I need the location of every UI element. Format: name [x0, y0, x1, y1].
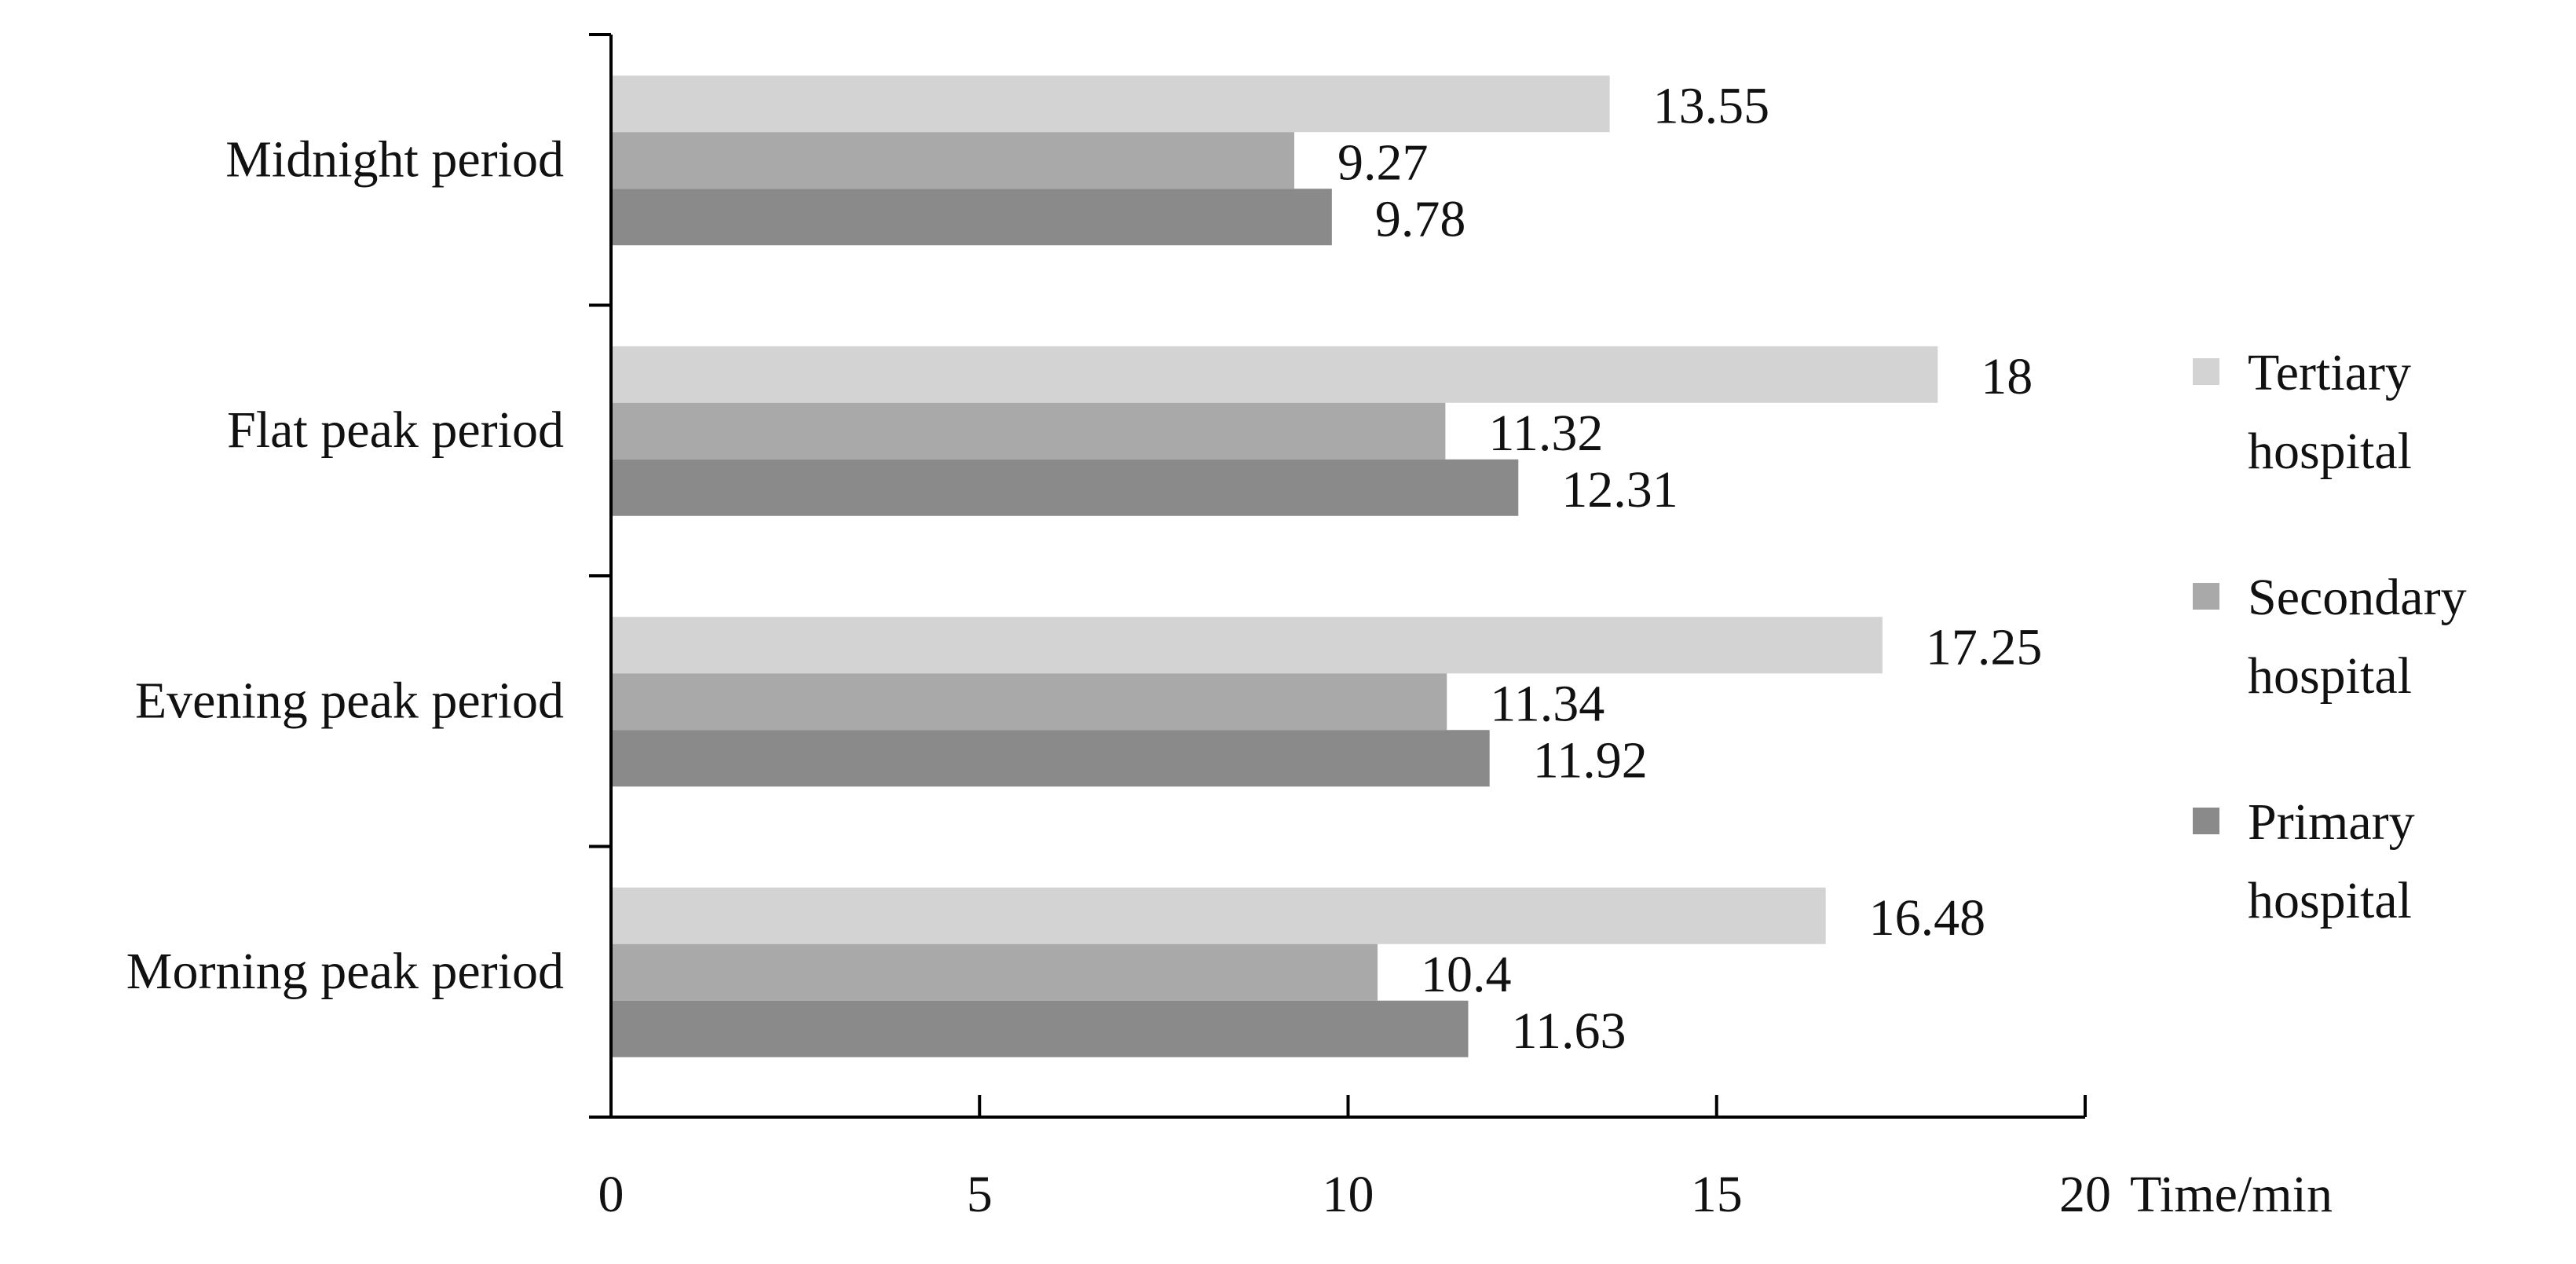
- bar-morning-peak-period-secondary-hospital: [611, 943, 1378, 1001]
- data-label-flat-peak-period-secondary-hospital: 11.32: [1488, 405, 1603, 462]
- data-label-morning-peak-period-primary-hospital: 11.63: [1511, 1002, 1626, 1060]
- legend-label-primary-hospital-line-1: Primary: [2248, 793, 2415, 851]
- category-label-midnight-period: Midnight period: [225, 130, 564, 188]
- data-label-evening-peak-period-tertiary-hospital: 17.25: [1926, 618, 2043, 676]
- bar-flat-peak-period-tertiary-hospital: [611, 346, 1938, 403]
- data-label-morning-peak-period-tertiary-hospital: 16.48: [1869, 889, 1986, 947]
- legend-label-tertiary-hospital-line-1: Tertiary: [2248, 344, 2411, 401]
- bar-morning-peak-period-tertiary-hospital: [611, 887, 1826, 944]
- data-label-evening-peak-period-primary-hospital: 11.92: [1533, 731, 1648, 789]
- bar-flat-peak-period-secondary-hospital: [611, 402, 1446, 460]
- bar-midnight-period-primary-hospital: [611, 189, 1332, 246]
- category-label-evening-peak-period: Evening peak period: [135, 672, 564, 729]
- legend-swatch-primary-hospital: [2193, 808, 2219, 834]
- x-axis-label: Time/min: [2130, 1166, 2333, 1223]
- data-label-flat-peak-period-primary-hospital: 12.31: [1561, 461, 1678, 518]
- axes-layer: Midnight period Flat peak period Evening p…: [126, 33, 2333, 1223]
- category-label-morning-peak-period: Morning peak period: [126, 943, 564, 1000]
- bar-flat-peak-period-primary-hospital: [611, 459, 1519, 516]
- category-label-flat-peak-period: Flat peak period: [227, 401, 564, 459]
- legend-swatch-secondary-hospital: [2193, 583, 2219, 610]
- bar-morning-peak-period-primary-hospital: [611, 1000, 1469, 1057]
- x-tick-label-10: 10: [1323, 1166, 1374, 1223]
- bar-evening-peak-period-tertiary-hospital: [611, 617, 1883, 674]
- legend-label-tertiary-hospital-line-2: hospital: [2248, 423, 2412, 480]
- bars-layer: [611, 75, 1938, 1057]
- legend-label-secondary-hospital-line-2: hospital: [2248, 647, 2412, 705]
- legend: Tertiary hospital Secondary hospital Primary…: [2193, 344, 2467, 929]
- bar-evening-peak-period-primary-hospital: [611, 730, 1490, 787]
- data-label-midnight-period-primary-hospital: 9.78: [1375, 190, 1466, 247]
- x-tick-label-15: 15: [1691, 1166, 1743, 1223]
- legend-label-primary-hospital-line-2: hospital: [2248, 872, 2412, 929]
- data-label-midnight-period-secondary-hospital: 9.27: [1337, 134, 1429, 191]
- x-tick-label-20: 20: [2059, 1166, 2111, 1223]
- bar-evening-peak-period-secondary-hospital: [611, 673, 1447, 731]
- x-tick-label-5: 5: [967, 1166, 993, 1223]
- x-tick-label-0: 0: [598, 1166, 624, 1223]
- data-label-flat-peak-period-tertiary-hospital: 18: [1981, 348, 2033, 405]
- legend-swatch-tertiary-hospital: [2193, 358, 2219, 385]
- data-label-evening-peak-period-secondary-hospital: 11.34: [1490, 675, 1605, 732]
- data-label-midnight-period-tertiary-hospital: 13.55: [1653, 77, 1770, 134]
- data-label-morning-peak-period-secondary-hospital: 10.4: [1421, 946, 1512, 1003]
- legend-label-secondary-hospital-line-1: Secondary: [2248, 569, 2467, 626]
- bar-midnight-period-tertiary-hospital: [611, 75, 1610, 133]
- bar-midnight-period-secondary-hospital: [611, 132, 1294, 189]
